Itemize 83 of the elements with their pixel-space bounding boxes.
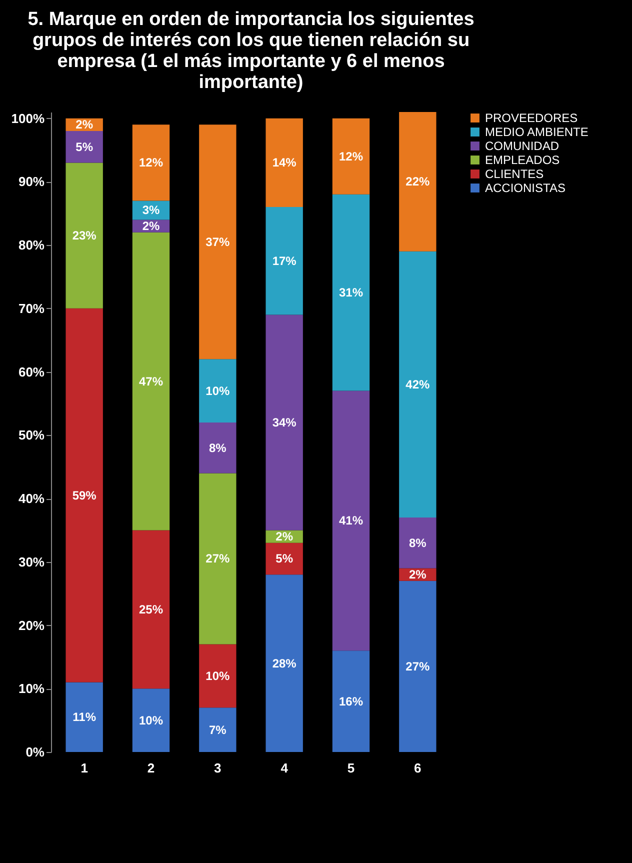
legend-label: ACCIONISTAS xyxy=(485,181,566,195)
data-label: 31% xyxy=(338,286,364,300)
bar xyxy=(399,580,436,752)
data-label: 16% xyxy=(338,694,364,708)
legend-label: COMUNIDAD xyxy=(485,139,560,153)
y-tick-label: 90% xyxy=(18,174,45,190)
data-label: 8% xyxy=(208,440,227,455)
bar xyxy=(266,542,303,575)
bar xyxy=(132,124,170,201)
y-tick-label: 50% xyxy=(18,428,45,443)
data-label: 47% xyxy=(138,374,164,388)
bar xyxy=(132,232,170,530)
data-label: 7% xyxy=(208,722,227,737)
bar xyxy=(132,530,170,689)
data-label: 2% xyxy=(76,118,94,132)
bar xyxy=(66,682,103,752)
y-tick-label: 0% xyxy=(26,744,45,760)
y-tick-label: 100% xyxy=(11,110,45,126)
data-label: 10% xyxy=(206,668,230,683)
y-tick-label: 70% xyxy=(18,300,45,316)
bar xyxy=(266,574,303,752)
bar xyxy=(266,118,303,208)
bar xyxy=(199,359,236,422)
data-label: 17% xyxy=(272,254,297,268)
legend-label: PROVEEDORES xyxy=(485,111,578,125)
x-tick-label: 2 xyxy=(147,760,155,776)
x-tick-label: 5 xyxy=(347,760,355,776)
bar xyxy=(199,644,236,708)
bar xyxy=(332,650,370,752)
data-label: 41% xyxy=(338,514,364,528)
data-label: 2% xyxy=(142,219,160,234)
bar xyxy=(199,473,236,644)
data-label: 42% xyxy=(406,377,430,392)
data-label: 3% xyxy=(142,203,160,218)
y-tick-label: 80% xyxy=(18,238,45,253)
y-tick-label: 30% xyxy=(18,554,45,570)
y-tick-label: 40% xyxy=(18,491,45,506)
data-label: 14% xyxy=(272,156,297,170)
legend-label: MEDIO AMBIENTE xyxy=(485,125,588,139)
data-label: 2% xyxy=(408,568,427,582)
bar xyxy=(332,194,370,391)
data-label: 59% xyxy=(72,488,97,502)
data-label: 5% xyxy=(276,552,294,566)
data-label: 2% xyxy=(276,530,294,544)
data-label: 34% xyxy=(272,415,297,430)
bar xyxy=(66,131,103,163)
y-tick-label: 60% xyxy=(18,364,45,380)
data-label: 28% xyxy=(272,656,297,670)
bar xyxy=(66,162,103,308)
data-label: 37% xyxy=(206,234,230,249)
bar xyxy=(266,207,303,315)
chart-title: 5. Marque en orden de importancia los siguientes grupos de interés con los que tienen relación su empresa (1 el más importante y 6 el menos importante) xyxy=(28,9,474,93)
data-label: 25% xyxy=(138,602,164,616)
data-label: 8% xyxy=(408,536,427,550)
data-label: 27% xyxy=(406,659,430,674)
x-tick-label: 4 xyxy=(280,760,289,776)
data-label: 10% xyxy=(138,713,164,728)
bar xyxy=(132,688,170,752)
data-label: 5% xyxy=(76,140,94,154)
data-label: 12% xyxy=(338,149,364,164)
bar xyxy=(399,518,436,568)
bar xyxy=(332,118,370,194)
x-tick-label: 1 xyxy=(80,760,88,776)
bar xyxy=(66,308,103,682)
data-label: 12% xyxy=(138,156,164,170)
data-label: 11% xyxy=(72,710,96,724)
bar xyxy=(199,124,236,360)
x-tick-label: 6 xyxy=(414,760,422,776)
data-label: 10% xyxy=(206,384,230,398)
bar xyxy=(332,390,370,651)
legend-label: EMPLEADOS xyxy=(485,153,560,167)
bar xyxy=(399,112,436,252)
bar xyxy=(199,422,236,474)
y-tick-label: 10% xyxy=(18,681,45,696)
y-tick-label: 20% xyxy=(18,618,45,633)
bar xyxy=(266,314,303,530)
bar xyxy=(399,251,436,518)
data-label: 23% xyxy=(72,228,97,243)
x-tick-label: 3 xyxy=(214,760,222,776)
data-label: 27% xyxy=(206,552,230,566)
legend-label: CLIENTES xyxy=(485,167,544,181)
bar xyxy=(199,708,236,752)
data-label: 22% xyxy=(406,174,430,189)
